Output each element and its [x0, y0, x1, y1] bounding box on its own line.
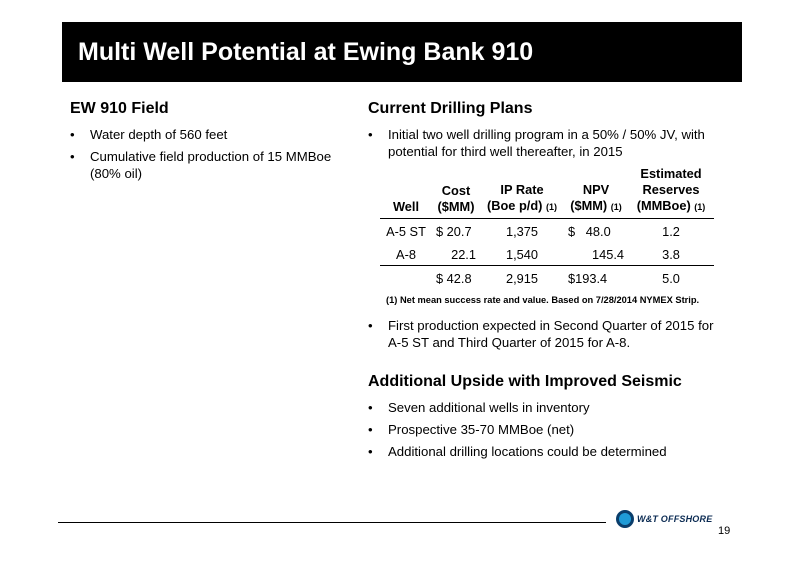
bullet-item: • Seven additional wells in inventory	[368, 400, 590, 415]
bullet-item: • Water depth of 560 feet	[70, 127, 228, 142]
cell-reserves: 5.0	[662, 271, 680, 286]
cell-cost: $ 42.8	[436, 271, 472, 286]
bullet-dot-icon: •	[368, 422, 373, 437]
right-column: Current Drilling Plans • Initial two well…	[368, 100, 718, 465]
cell-well	[380, 266, 432, 290]
col-header-ip-rate: IP Rate (Boe p/d) (1)	[480, 166, 564, 219]
page-number: 19	[718, 525, 731, 537]
wells-table: Well Cost ($MM) IP Rate (Boe p/d) (1) NPV(…	[380, 166, 714, 289]
bullet-item: • Prospective 35-70 MMBoe (net)	[368, 422, 575, 437]
production-bullets: • First production expected in Second Qua…	[368, 317, 718, 351]
footer-divider	[58, 522, 606, 523]
bullet-dot-icon: •	[70, 127, 75, 142]
cell-cost: $ 20.7	[436, 224, 472, 239]
table-row: A-5 ST $ 20.7 1,375 $ 48.0 1.2	[380, 219, 714, 243]
col-header-npv: NPV ($MM) (1)	[564, 166, 628, 219]
table-header-row: Well Cost ($MM) IP Rate (Boe p/d) (1) NPV(…	[380, 166, 714, 219]
bullet-item: • Additional drilling locations could be …	[368, 444, 667, 459]
table-row: $ 42.8 2,915 $193.4 5.0	[380, 266, 714, 290]
cell-ip-rate: 2,915	[505, 271, 539, 286]
drilling-plans-heading: Current Drilling Plans	[368, 100, 533, 117]
bullet-dot-icon: •	[368, 400, 373, 415]
upside-bullets: • Seven additional wells in inventory • Pr…	[368, 399, 718, 460]
left-column: EW 910 Field • Water depth of 560 feet • C…	[70, 100, 340, 187]
cell-well: A-8	[380, 242, 432, 266]
cell-npv: $ 48.0	[568, 224, 611, 239]
bullet-dot-icon: •	[368, 444, 373, 459]
cell-npv: 145.4	[564, 242, 628, 266]
bullet-dot-icon: •	[368, 318, 373, 333]
cell-cost: 22.1	[432, 242, 480, 266]
col-header-well: Well	[380, 166, 432, 219]
drilling-plans-bullets: • Initial two well drilling program in a …	[368, 126, 718, 160]
col-header-cost: Cost ($MM)	[432, 166, 480, 219]
upside-heading: Additional Upside with Improved Seismic	[368, 373, 682, 390]
bullet-item: • Cumulative field production of 15 MMBoe…	[70, 149, 332, 181]
cell-ip-rate: 1,375	[505, 224, 539, 239]
bullet-item: • First production expected in Second Qua…	[368, 318, 714, 350]
cell-ip-rate: 1,540	[480, 242, 564, 266]
cell-npv: $193.4	[568, 271, 608, 286]
cell-reserves: 3.8	[628, 242, 714, 266]
table-row: A-8 22.1 1,540 145.4 3.8	[380, 242, 714, 266]
company-logo: W&T OFFSHORE	[616, 510, 712, 528]
logo-swirl-icon	[616, 510, 634, 528]
bullet-dot-icon: •	[368, 127, 373, 142]
col-header-reserves: Estimated Reserves (MMBoe) (1)	[628, 166, 714, 219]
cell-well: A-5 ST	[386, 224, 426, 239]
bullet-dot-icon: •	[70, 149, 75, 164]
logo-text: W&T OFFSHORE	[637, 514, 713, 524]
cell-reserves: 1.2	[662, 224, 680, 239]
ew910-bullets: • Water depth of 560 feet • Cumulative fie…	[70, 126, 340, 182]
table-footnote: (1) Net mean success rate and value. Bas…	[386, 295, 700, 305]
title-bar: Multi Well Potential at Ewing Bank 910	[62, 22, 742, 82]
slide-title: Multi Well Potential at Ewing Bank 910	[78, 37, 534, 66]
bullet-item: • Initial two well drilling program in a …	[368, 127, 705, 159]
ew910-heading: EW 910 Field	[70, 100, 169, 117]
